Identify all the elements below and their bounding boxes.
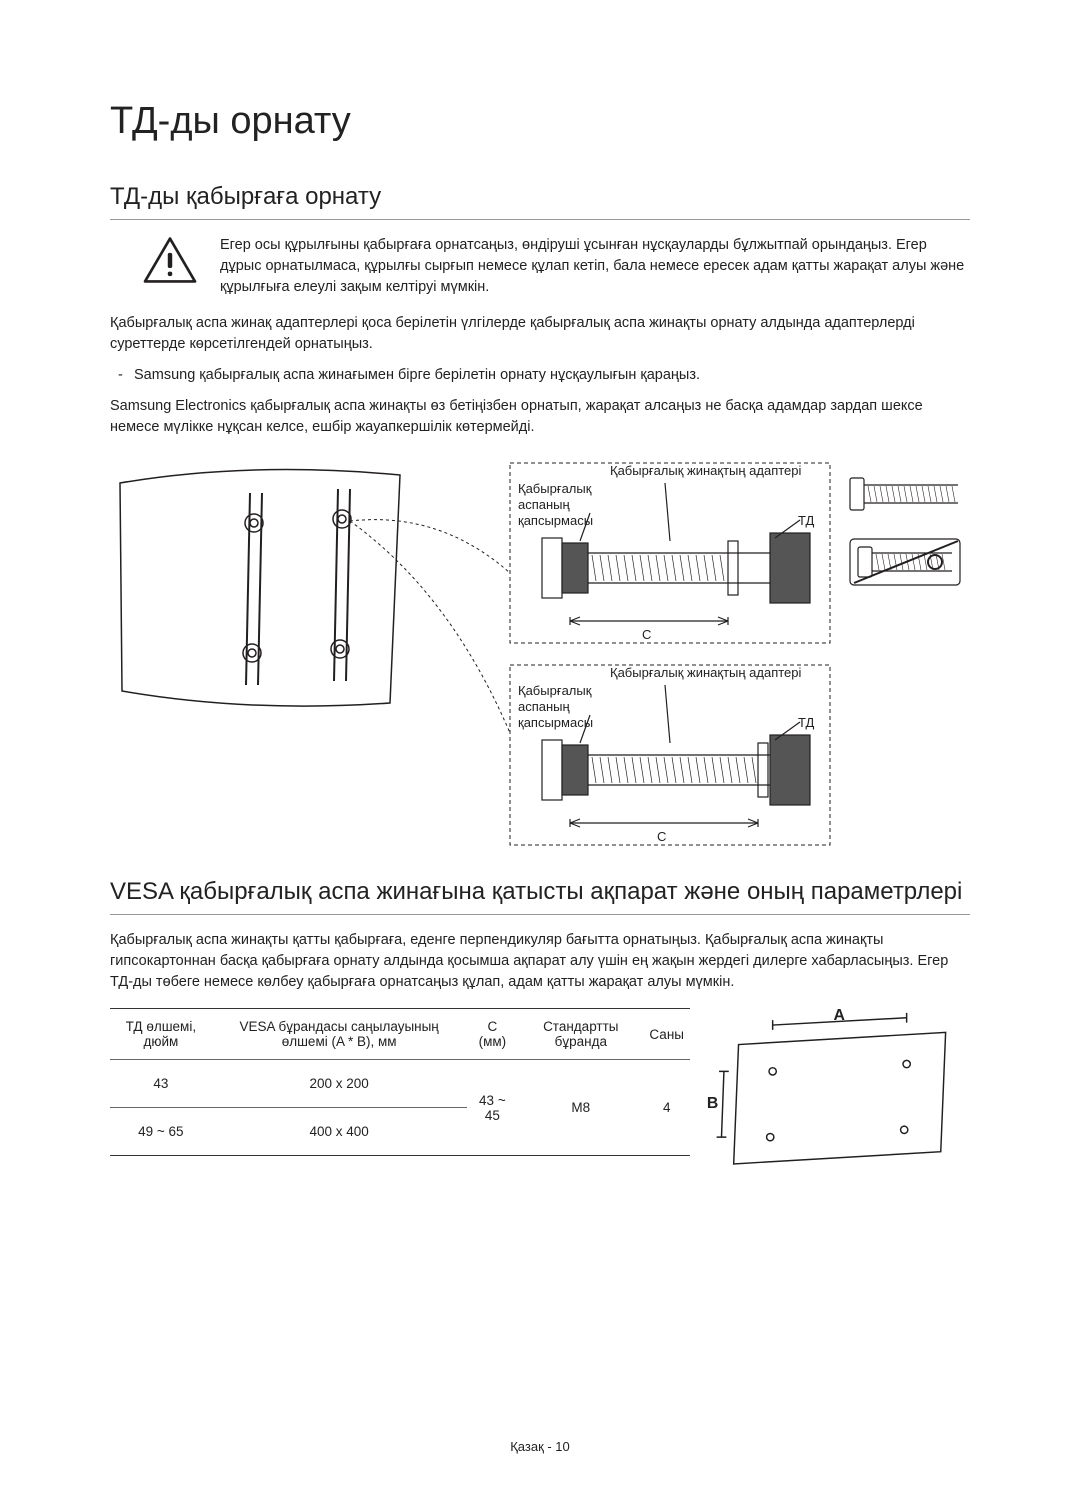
para-adapters: Қабырғалық аспа жинақ адаптерлері қоса б… <box>110 313 970 355</box>
label-bracket-top-3: қапсырмасы <box>518 513 593 528</box>
label-c-top: C <box>642 627 651 642</box>
th-cmm: C (мм) <box>467 1009 519 1060</box>
warning-icon <box>140 235 200 285</box>
label-tv-bot: ТД <box>798 715 815 730</box>
vesa-table: ТД өлшемі, дюйм VESA бұрандасы саңылауын… <box>110 1008 690 1156</box>
label-adapter-top: Қабырғалық жинақтың адаптері <box>610 463 802 478</box>
schematic-label-a: A <box>834 1008 846 1024</box>
th-qty: Саны <box>643 1009 690 1060</box>
warning-text: Егер осы құрылғыны қабырғаға орнатсаңыз,… <box>220 235 970 298</box>
svg-text:қапсырмасы: қапсырмасы <box>518 715 593 730</box>
label-bracket-top-2: аспаның <box>518 497 571 512</box>
cell-screw: M8 <box>518 1060 643 1156</box>
page-title: ТД-ды орнату <box>110 100 970 143</box>
section-vesa-heading: VESA қабырғалық аспа жинағына қатысты ақ… <box>110 878 970 915</box>
svg-text:аспаның: аспаның <box>518 699 571 714</box>
vesa-schematic: A B <box>702 1008 970 1148</box>
cell-qty: 4 <box>643 1060 690 1156</box>
label-adapter-bot: Қабырғалық жинақтың адаптері <box>610 665 802 680</box>
label-c-bot: C <box>657 829 666 844</box>
th-vesa: VESA бұрандасы саңылауының өлшемі (A * B… <box>212 1009 467 1060</box>
th-size: ТД өлшемі, дюйм <box>110 1009 212 1060</box>
cell-size-0: 43 <box>110 1060 212 1108</box>
cell-vesa-1: 400 x 400 <box>212 1108 467 1156</box>
schematic-label-b: B <box>707 1095 718 1112</box>
cell-cmm: 43 ~ 45 <box>467 1060 519 1156</box>
para-liability: Samsung Electronics қабырғалық аспа жина… <box>110 396 970 438</box>
dash-samsung-guide: Samsung қабырғалық аспа жинағымен бірге … <box>110 365 970 386</box>
table-row: 43 200 x 200 43 ~ 45 M8 4 <box>110 1060 690 1108</box>
wallmount-diagram: Қабырғалық жинақтың адаптері Қабырғалық … <box>110 453 970 853</box>
label-bracket-top-1: Қабырғалық <box>518 481 592 496</box>
section-wallmount-heading: ТД-ды қабырғаға орнату <box>110 183 970 220</box>
warning-block: Егер осы құрылғыны қабырғаға орнатсаңыз,… <box>110 235 970 298</box>
label-tv-top: ТД <box>798 513 815 528</box>
th-screw: Стандартты бұранда <box>518 1009 643 1060</box>
page-footer: Қазақ - 10 <box>0 1439 1080 1454</box>
svg-text:Қабырғалық: Қабырғалық <box>518 683 592 698</box>
para-vesa: Қабырғалық аспа жинақты қатты қабырғаға,… <box>110 930 970 993</box>
table-header-row: ТД өлшемі, дюйм VESA бұрандасы саңылауын… <box>110 1009 690 1060</box>
cell-vesa-0: 200 x 200 <box>212 1060 467 1108</box>
cell-size-1: 49 ~ 65 <box>110 1108 212 1156</box>
vesa-table-wrap: ТД өлшемі, дюйм VESA бұрандасы саңылауын… <box>110 1008 970 1156</box>
